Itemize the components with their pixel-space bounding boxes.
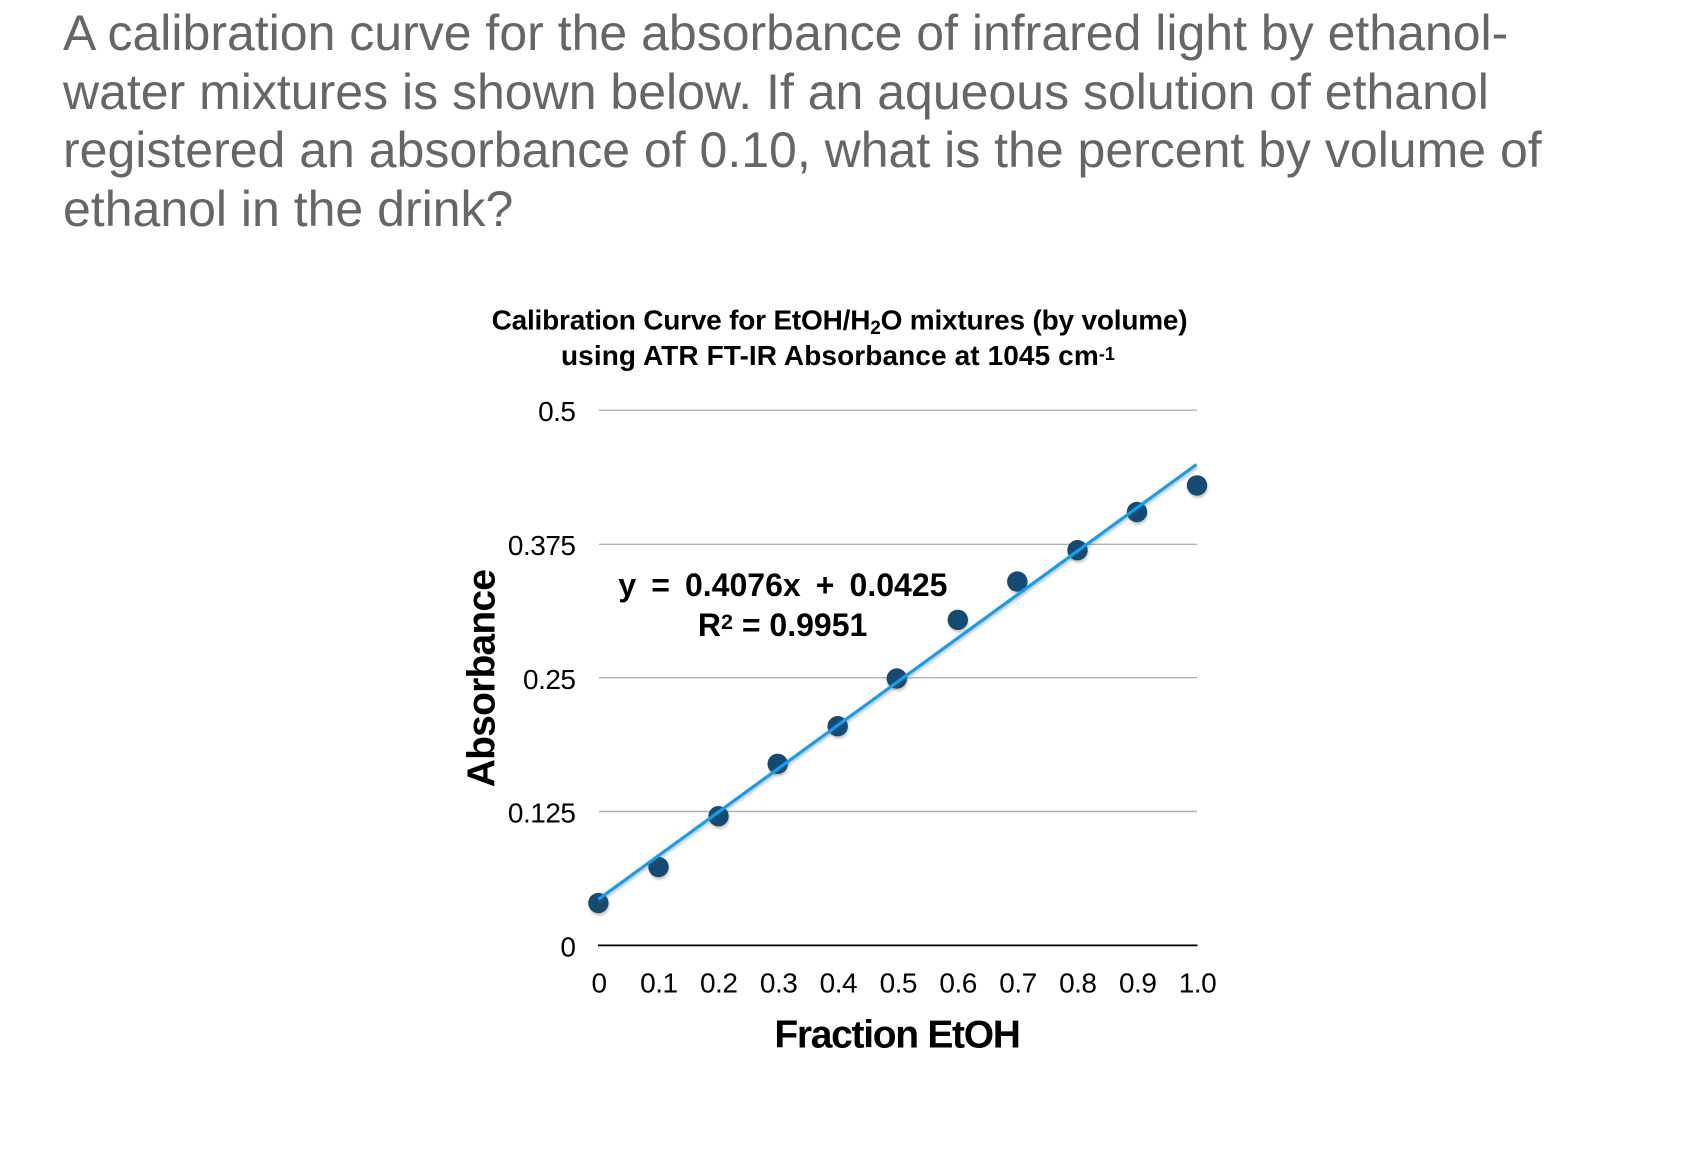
svg-text:0.9: 0.9 [1119,967,1156,998]
svg-text:using ATR FT-IR Absorbance at: using ATR FT-IR Absorbance at 1045 cm-1 [561,340,1115,371]
svg-text:R2 = 0.9951: R2 = 0.9951 [698,607,867,643]
svg-text:0.3: 0.3 [760,967,797,998]
svg-text:0.4: 0.4 [820,967,857,998]
svg-text:0.2: 0.2 [700,967,737,998]
svg-text:0: 0 [560,932,575,963]
svg-text:0.125: 0.125 [508,798,576,829]
svg-text:Fraction EtOH: Fraction EtOH [774,1014,1019,1057]
svg-text:1.0: 1.0 [1179,967,1216,998]
svg-text:Absorbance: Absorbance [461,570,504,788]
svg-text:0.1: 0.1 [640,967,677,998]
svg-text:0.5: 0.5 [880,967,917,998]
svg-text:0.375: 0.375 [508,530,576,561]
svg-text:0.8: 0.8 [1059,967,1096,998]
svg-text:0.7: 0.7 [999,967,1036,998]
svg-text:0: 0 [591,967,606,998]
svg-text:0.5: 0.5 [538,396,575,427]
svg-text:Calibration Curve for EtOH/H2O: Calibration Curve for EtOH/H2O mixtures … [492,305,1188,340]
svg-text:0.25: 0.25 [523,664,576,695]
svg-text:0.6: 0.6 [939,967,976,998]
svg-text:y = 0.4076x + 0.0425: y = 0.4076x + 0.0425 [618,567,947,603]
